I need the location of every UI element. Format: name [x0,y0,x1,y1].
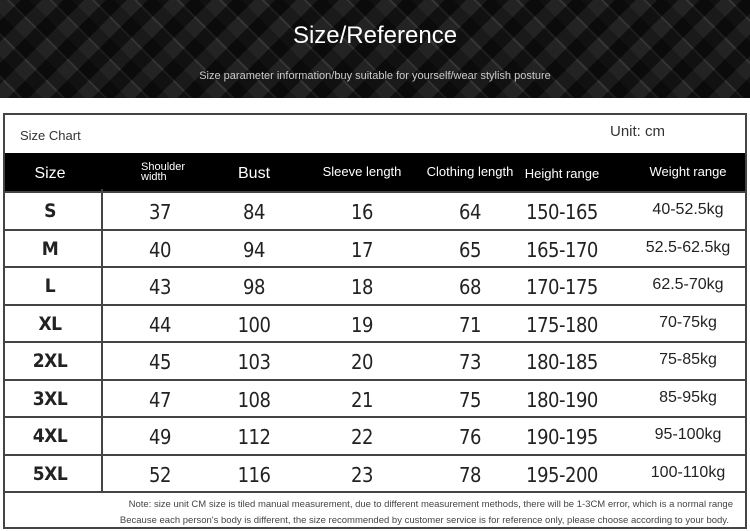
table-cell: 62.5-70kg [652,276,724,293]
table-cell: 73 [459,350,481,374]
page-title: Size/Reference [292,22,458,49]
table-row: 5XL 52 116 23 78 195-200 100-110kg [5,453,745,492]
column-header: Shoulder width [141,161,186,183]
table-row: 2XL 45 103 20 73 180-185 75-85kg [5,341,745,379]
table-cell: 78 [459,462,481,487]
table-cell: 5XL [32,462,68,485]
table-row: 3XL 47 108 21 75 180-190 85-95kg [5,378,745,417]
table-cell: S [44,200,56,222]
table-cell: 103 [237,350,271,374]
table-row: M 40 94 17 65 165-170 52.5-62.5kg [5,228,745,267]
column-header: Clothing length [426,164,514,179]
table-cell: 22 [351,425,373,449]
table-cell: 76 [459,425,481,449]
table-cell: 4XL [32,425,68,447]
table-cell: 21 [351,387,373,412]
table-cell: 68 [459,275,481,299]
column-header: Sleeve length [322,164,402,179]
column-header: Size [34,165,66,182]
table-cell: 43 [149,275,171,299]
table-cell: 65 [459,237,481,262]
table-cell: 45 [149,350,171,374]
table-cell: 190-195 [526,425,598,449]
table-cell: 85-95kg [659,388,717,406]
table-cell: 17 [351,237,373,262]
table-cell: 180-185 [526,350,598,374]
table-cell: 44 [149,312,171,337]
table-row: XL 44 100 19 71 175-180 70-75kg [5,303,745,342]
note-line: Note: size unit CM size is tiled manual … [128,499,733,510]
column-header: Weight range [649,164,727,179]
table-cell: 37 [149,200,171,224]
table-cell: 170-175 [526,275,598,299]
table-cell: 180-190 [526,387,598,412]
table-cell: 195-200 [526,462,598,487]
table-cell: 64 [459,200,481,224]
table-cell: 40-52.5kg [652,201,724,218]
column-divider [101,189,103,491]
table-cell: 116 [237,462,271,487]
table-cell: 2XL [32,350,68,372]
table-cell: 40 [149,237,171,262]
table-cell: M [41,237,59,260]
table-cell: 19 [351,312,373,337]
table-cell: 23 [351,462,373,487]
table-cell: 165-170 [526,237,598,262]
table-caption: Size Chart Unit: cm [5,115,745,153]
table-cell: L [44,275,56,297]
column-header: Height range [524,166,600,181]
table-cell: 16 [351,200,373,224]
table-header: Size Shoulder width Bust Sleeve length Cloth… [5,153,745,191]
table-cell: 175-180 [526,312,598,337]
table-cell: 47 [149,387,171,412]
table-cell: 75 [459,387,481,412]
note-line: Because each person's body is different,… [119,515,729,526]
table-row: L 43 98 18 68 170-175 62.5-70kg [5,266,745,304]
table-cell: 100 [237,312,271,337]
table-cell: 100-110kg [650,463,726,481]
unit-label: Unit: cm [609,123,665,140]
table-cell: 49 [149,425,171,449]
header-banner: Size/Reference Size parameter informatio… [0,0,750,98]
table-cell: 150-165 [526,200,598,224]
table-note: Note: size unit CM size is tiled manual … [5,491,745,529]
table-cell: 3XL [32,387,68,410]
table-cell: 70-75kg [659,313,717,331]
page-subtitle: Size parameter information/buy suitable … [199,70,551,82]
table-row: S 37 84 16 64 150-165 40-52.5kg [5,191,745,229]
table-cell: 20 [351,350,373,374]
table-cell: 98 [243,275,265,299]
table-cell: 75-85kg [659,351,717,368]
table-cell: 108 [237,387,271,412]
size-chart-table: Size Chart Unit: cm Size Shoulder width Bu… [3,113,747,529]
table-cell: 112 [237,425,271,449]
caption-label: Size Chart [20,128,81,143]
table-cell: 52.5-62.5kg [645,238,731,256]
table-cell: XL [38,312,62,335]
table-cell: 94 [243,237,265,262]
table-cell: 84 [243,200,265,224]
table-cell: 18 [351,275,373,299]
table-row: 4XL 49 112 22 76 190-195 95-100kg [5,416,745,454]
table-cell: 95-100kg [654,426,722,443]
table-cell: 71 [459,312,481,337]
table-cell: 52 [149,462,171,487]
column-header: Bust [237,165,271,182]
